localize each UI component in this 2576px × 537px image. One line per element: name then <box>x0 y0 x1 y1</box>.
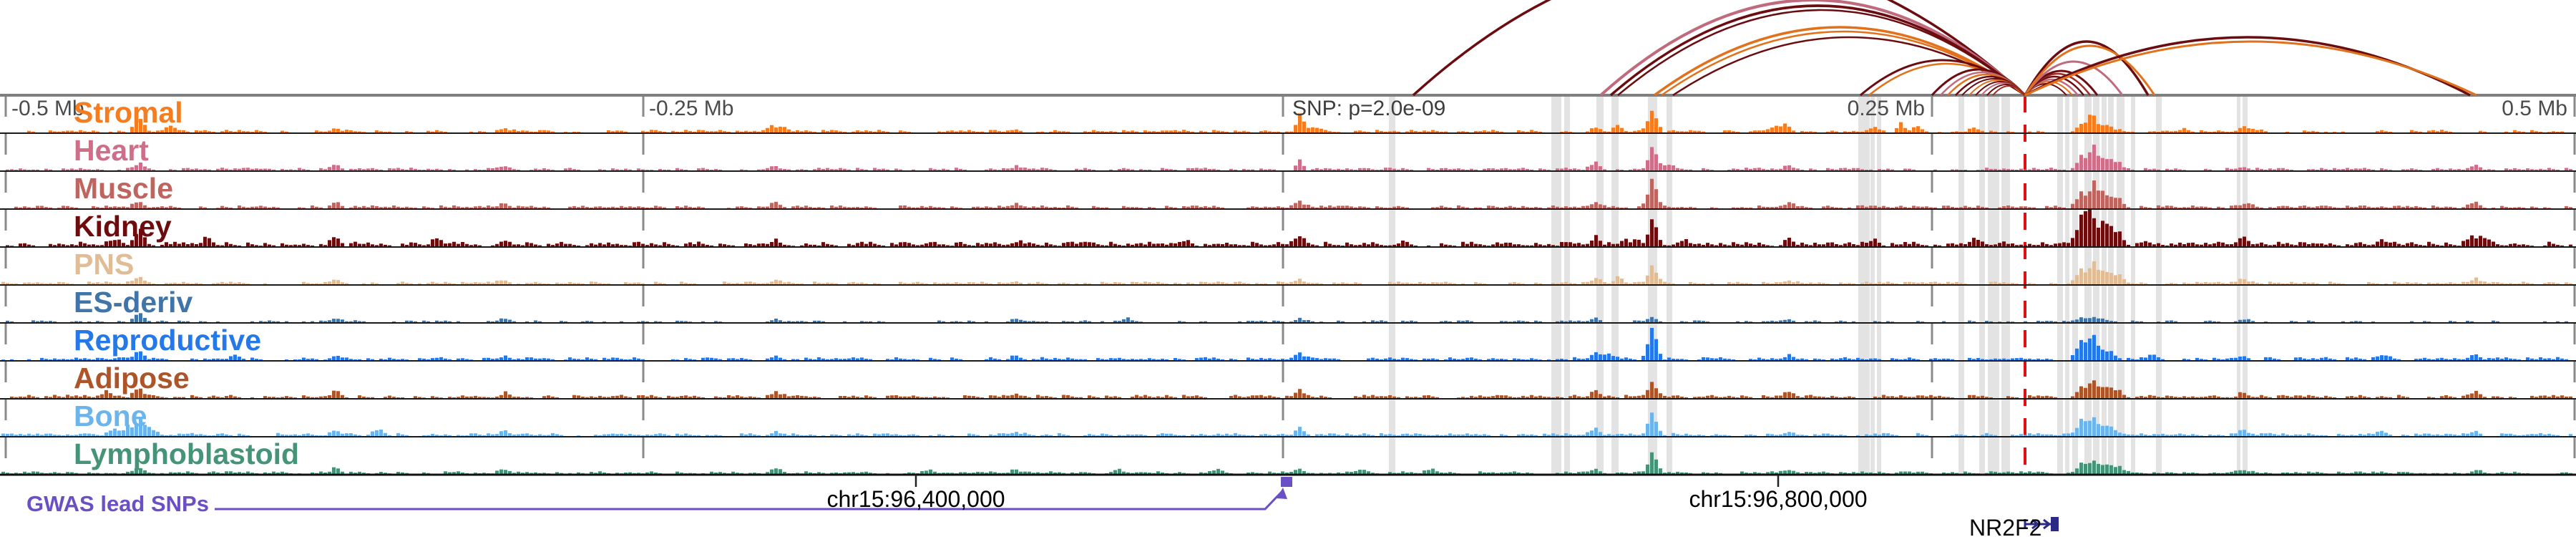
track-label-bone: Bone <box>74 400 147 432</box>
track-label-reproductive: Reproductive <box>74 324 261 357</box>
ruler-tick-label-neg025: -0.25 Mb <box>649 97 734 120</box>
genome-coordinate-label-right: chr15:96,800,000 <box>1689 486 1868 512</box>
signal-track-reproductive <box>1 328 2568 360</box>
track-label-adipose: Adipose <box>74 362 190 395</box>
signal-tracks <box>1 110 2572 474</box>
gwas-lead-snps-label: GWAS lead SNPs <box>26 491 209 516</box>
track-borders <box>0 94 2576 476</box>
ruler-tick-label-neg05: -0.5 Mb <box>11 97 84 120</box>
signal-track-stromal <box>27 110 2564 132</box>
genome-coordinate-label-left: chr15:96,400,000 <box>826 486 1005 512</box>
track-label-stromal: Stromal <box>74 96 183 129</box>
signal-track-lymphoblastoid <box>1 452 2572 474</box>
track-label-muscle: Muscle <box>74 172 173 205</box>
lead-snp-marker <box>1281 477 1292 487</box>
ruler-tick-label-pos025: 0.25 Mb <box>1847 97 1925 120</box>
track-label-kidney: Kidney <box>74 210 172 243</box>
signal-track-muscle <box>14 178 2572 208</box>
gene-name-label: NR2F2 <box>1969 515 2042 537</box>
signal-track-heart <box>6 145 2572 170</box>
interaction-arcs <box>1412 0 2477 97</box>
ruler-tick-label-pos05: 0.5 Mb <box>2502 97 2567 120</box>
snp-pvalue-label: SNP: p=2.0e-09 <box>1292 97 1446 120</box>
gwas-connector <box>215 477 1292 511</box>
gwas-arrowhead <box>1277 488 1287 499</box>
genome-coordinate-ticks <box>914 475 1780 487</box>
track-label-pns: PNS <box>74 248 135 281</box>
signal-track-bone <box>1 412 2572 436</box>
track-label-es-deriv: ES-deriv <box>74 286 193 319</box>
track-label-lymphoblastoid: Lymphoblastoid <box>74 437 300 470</box>
signal-track-pns <box>1 261 2572 284</box>
signal-track-es-deriv <box>6 313 2568 322</box>
signal-track-adipose <box>10 380 2572 398</box>
signal-track-kidney <box>6 210 2572 246</box>
track-label-heart: Heart <box>74 134 149 167</box>
gene-glyph <box>2024 517 2059 531</box>
